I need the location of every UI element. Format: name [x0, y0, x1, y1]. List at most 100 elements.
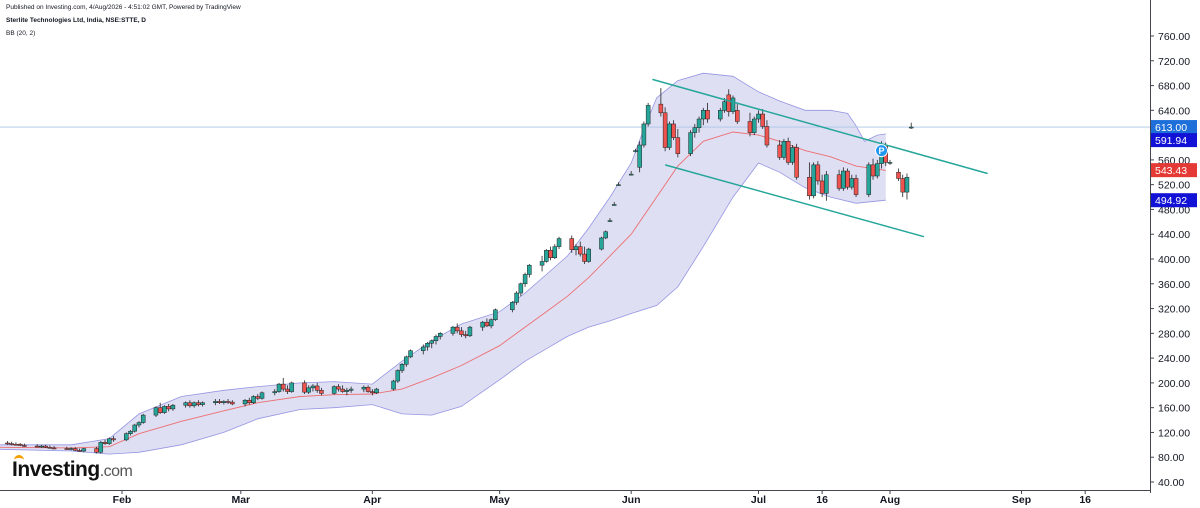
candle-body — [819, 180, 825, 194]
candle-body — [437, 333, 443, 337]
candle-body — [348, 388, 354, 391]
candle — [306, 385, 311, 395]
candle-body — [573, 246, 579, 250]
candle-body — [662, 112, 668, 148]
candle — [43, 444, 48, 448]
candle-body — [688, 132, 693, 154]
candle — [544, 249, 549, 263]
channel-upper — [652, 78, 988, 175]
candle-body — [522, 274, 528, 285]
candle — [900, 174, 905, 198]
candle — [718, 107, 723, 122]
candle-body — [900, 178, 905, 193]
candle — [510, 301, 515, 313]
badge-bg — [1151, 133, 1197, 148]
price-axis: 760.00720.00680.00640.00600.00560.00520.… — [1150, 0, 1190, 493]
candle-body — [191, 402, 197, 407]
candle — [437, 332, 443, 340]
price-tick-label: 200.00 — [1158, 378, 1190, 390]
candle-body — [633, 150, 638, 152]
candle-body — [344, 390, 350, 392]
candle-body — [272, 391, 278, 394]
candle — [162, 405, 167, 414]
candle — [391, 379, 396, 391]
candle-body — [777, 144, 782, 158]
bollinger-basis-line — [0, 131, 886, 449]
candle-body — [404, 356, 409, 365]
time-tick-label: Feb — [113, 494, 132, 506]
candle-body — [484, 321, 490, 327]
candle — [331, 385, 337, 395]
price-tick-label: 480.00 — [1158, 204, 1190, 216]
candle-body — [306, 387, 311, 393]
candle — [675, 128, 681, 158]
candle — [467, 325, 473, 338]
candle-body — [870, 164, 876, 177]
candle-body — [374, 388, 379, 394]
candle — [887, 159, 893, 165]
candle-body — [887, 162, 893, 164]
candle — [319, 387, 324, 396]
candle — [17, 442, 23, 447]
candle-body — [616, 184, 621, 186]
candle-body — [102, 442, 108, 444]
candle-body — [463, 334, 468, 337]
candle-body — [658, 103, 664, 114]
candle — [140, 413, 146, 424]
candle-body — [539, 261, 545, 266]
price-tick-label: 40.00 — [1158, 477, 1184, 489]
published-note: Published on Investing.com, 4/Aug/2026 -… — [6, 4, 241, 11]
candle-body — [751, 118, 757, 133]
candle — [696, 116, 702, 133]
candle-body — [586, 248, 591, 262]
candle-body — [5, 442, 10, 445]
candle-body — [421, 346, 426, 351]
candle-body — [845, 170, 850, 188]
candle-body — [34, 445, 40, 448]
candle-body — [276, 383, 282, 392]
candle — [603, 230, 608, 240]
candle — [841, 167, 846, 191]
candle — [344, 387, 350, 396]
candle-body — [811, 164, 816, 197]
candle-body — [824, 174, 829, 194]
candle — [734, 104, 740, 124]
candle-body — [734, 110, 740, 122]
candle — [111, 436, 116, 442]
candle-body — [289, 382, 294, 392]
candle-body — [637, 144, 642, 168]
candle — [845, 168, 850, 190]
candle-body — [17, 443, 23, 446]
candle — [433, 334, 439, 345]
candle-body — [259, 392, 265, 399]
candle — [607, 218, 613, 222]
price-tick-label: 680.00 — [1158, 81, 1190, 93]
candle — [514, 291, 519, 305]
candle-body — [853, 178, 859, 195]
candle-body — [836, 174, 842, 189]
candle — [552, 244, 558, 259]
price-tick-label: 120.00 — [1158, 427, 1190, 439]
candle-body — [611, 204, 617, 206]
logo-swoosh-icon — [14, 455, 24, 464]
candle-body — [242, 399, 248, 405]
candle-body — [875, 163, 880, 177]
price-badge-last: 613.00 — [1151, 120, 1197, 135]
candle — [586, 247, 591, 263]
candle — [760, 109, 765, 129]
time-tick-label: Jun — [622, 494, 641, 506]
candle-body — [51, 447, 57, 450]
candle-body — [730, 97, 736, 112]
candle-body — [480, 321, 485, 328]
candle-body — [107, 438, 112, 444]
time-tick-label: May — [489, 494, 510, 506]
candle-body — [166, 406, 171, 410]
candle — [348, 386, 354, 393]
candle-body — [370, 391, 375, 394]
candle-body — [544, 250, 549, 262]
candle — [853, 174, 859, 198]
candle-body — [314, 385, 320, 391]
candle-body — [756, 113, 761, 120]
candle-body — [582, 253, 587, 262]
